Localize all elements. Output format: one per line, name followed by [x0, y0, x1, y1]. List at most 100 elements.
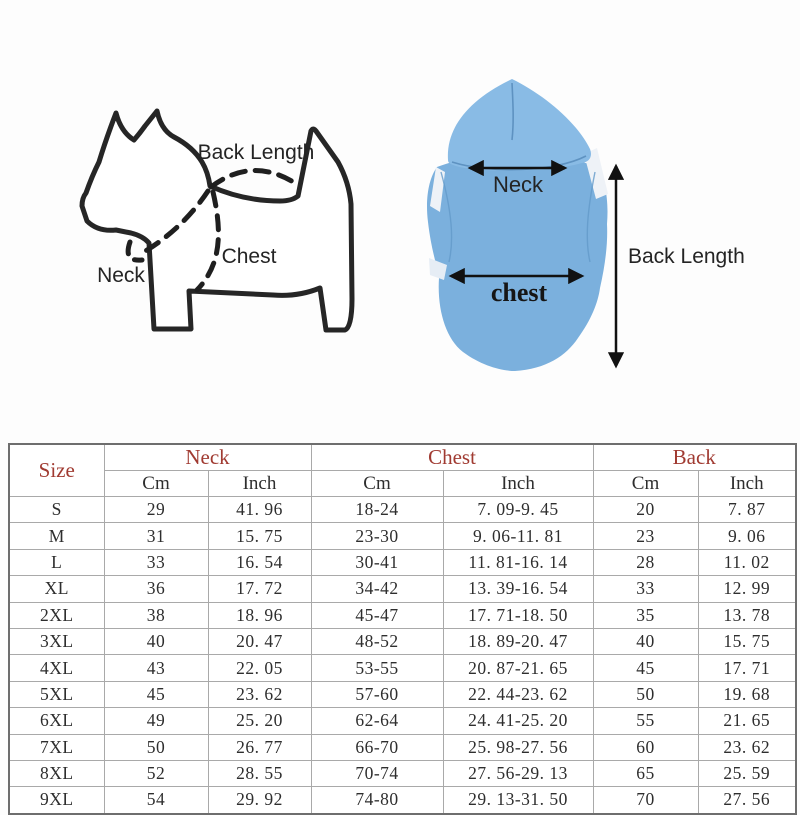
hoodie-neck-label: Neck [493, 172, 544, 197]
dog-neck-label: Neck [97, 264, 145, 287]
chest-cm-header: Cm [310, 470, 444, 497]
table-row: 3XL 40 20. 47 48-52 18. 89-20. 47 40 15.… [8, 627, 797, 656]
neck-inch-cell: 20. 47 [207, 627, 312, 656]
chest-group-header: Chest [310, 443, 594, 471]
neck-inch-cell: 29. 92 [207, 786, 312, 815]
table-row: 5XL 45 23. 62 57-60 22. 44-23. 62 50 19.… [8, 680, 797, 709]
table-row: S 29 41. 96 18-24 7. 09-9. 45 20 7. 87 [8, 495, 797, 524]
size-cell: L [8, 548, 105, 577]
chest-inch-cell: 24. 41-25. 20 [442, 707, 594, 735]
size-cell: 8XL [8, 759, 105, 788]
hoodie-right-sleeve-seam [586, 171, 596, 263]
back-inch-cell: 15. 75 [697, 627, 797, 656]
back-cm-cell: 55 [592, 707, 699, 735]
neck-inch-cell: 26. 77 [207, 733, 312, 761]
hoodie-back-length-label: Back Length [628, 245, 745, 268]
size-table: Size Neck Chest Back Cm Inch Cm Inch Cm … [8, 443, 797, 815]
size-cell: 3XL [8, 627, 105, 656]
chest-inch-cell: 17. 71-18. 50 [442, 601, 594, 629]
back-inch-cell: 11. 02 [697, 548, 797, 577]
hoodie-right-stripe [584, 148, 608, 199]
dog-neck-dashed-hook [125, 239, 145, 263]
chest-inch-cell: 11. 81-16. 14 [442, 548, 594, 577]
back-inch-cell: 13. 78 [697, 601, 797, 629]
hoodie-hood [447, 79, 592, 171]
chest-inch-cell: 22. 44-23. 62 [442, 680, 594, 709]
chest-cm-cell: 62-64 [310, 707, 444, 735]
table-row: 7XL 50 26. 77 66-70 25. 98-27. 56 60 23.… [8, 733, 797, 761]
back-cm-cell: 45 [592, 654, 699, 682]
dog-neck-dashed-line [139, 188, 211, 256]
size-cell: 9XL [8, 786, 105, 815]
neck-inch-cell: 16. 54 [207, 548, 312, 577]
back-inch-cell: 27. 56 [697, 786, 797, 815]
size-cell: 7XL [8, 733, 105, 761]
chest-inch-cell: 20. 87-21. 65 [442, 654, 594, 682]
chest-inch-cell: 9. 06-11. 81 [442, 522, 594, 550]
neck-cm-cell: 50 [103, 733, 209, 761]
hoodie-left-stripe [430, 167, 445, 212]
neck-cm-cell: 43 [103, 654, 209, 682]
chest-inch-cell: 13. 39-16. 54 [442, 575, 594, 603]
hoodie-body [427, 155, 608, 371]
dog-chest-label: Chest [222, 245, 277, 268]
dog-chest-dashed-line [194, 189, 221, 293]
table-row: 2XL 38 18. 96 45-47 17. 71-18. 50 35 13.… [8, 601, 797, 629]
back-cm-cell: 65 [592, 759, 699, 788]
neck-inch-cell: 18. 96 [207, 601, 312, 629]
back-cm-cell: 23 [592, 522, 699, 550]
back-inch-cell: 12. 99 [697, 575, 797, 603]
chest-inch-cell: 29. 13-31. 50 [442, 786, 594, 815]
neck-inch-header: Inch [207, 470, 312, 497]
back-cm-cell: 35 [592, 601, 699, 629]
neck-cm-cell: 33 [103, 548, 209, 577]
chest-cm-cell: 53-55 [310, 654, 444, 682]
back-inch-cell: 7. 87 [697, 495, 797, 524]
table-row: 9XL 54 29. 92 74-80 29. 13-31. 50 70 27.… [8, 786, 797, 815]
neck-inch-cell: 17. 72 [207, 575, 312, 603]
back-inch-cell: 21. 65 [697, 707, 797, 735]
hoodie-left-cuff [429, 258, 447, 280]
neck-cm-cell: 45 [103, 680, 209, 709]
neck-inch-cell: 28. 55 [207, 759, 312, 788]
chest-cm-cell: 74-80 [310, 786, 444, 815]
neck-cm-cell: 49 [103, 707, 209, 735]
back-inch-cell: 25. 59 [697, 759, 797, 788]
size-cell: 2XL [8, 601, 105, 629]
size-cell: S [8, 495, 105, 524]
neck-cm-cell: 31 [103, 522, 209, 550]
table-row: 8XL 52 28. 55 70-74 27. 56-29. 13 65 25.… [8, 759, 797, 788]
hoodie-hood-center-seam [511, 82, 514, 141]
neck-inch-cell: 41. 96 [207, 495, 312, 524]
size-cell: XL [8, 575, 105, 603]
chest-inch-header: Inch [442, 470, 594, 497]
back-cm-cell: 28 [592, 548, 699, 577]
back-inch-cell: 17. 71 [697, 654, 797, 682]
back-cm-cell: 60 [592, 733, 699, 761]
size-cell: 6XL [8, 707, 105, 735]
size-column-header: Size [8, 443, 105, 497]
chest-cm-cell: 30-41 [310, 548, 444, 577]
chest-inch-cell: 27. 56-29. 13 [442, 759, 594, 788]
back-inch-cell: 23. 62 [697, 733, 797, 761]
dog-back-length-dashed-line [208, 168, 301, 190]
table-row: XL 36 17. 72 34-42 13. 39-16. 54 33 12. … [8, 575, 797, 603]
back-cm-cell: 33 [592, 575, 699, 603]
chest-cm-cell: 23-30 [310, 522, 444, 550]
chest-cm-cell: 34-42 [310, 575, 444, 603]
chest-cm-cell: 18-24 [310, 495, 444, 524]
back-cm-cell: 70 [592, 786, 699, 815]
back-group-header: Back [592, 443, 797, 471]
chest-inch-cell: 7. 09-9. 45 [442, 495, 594, 524]
back-inch-cell: 19. 68 [697, 680, 797, 709]
back-cm-cell: 40 [592, 627, 699, 656]
neck-group-header: Neck [103, 443, 312, 471]
neck-inch-cell: 15. 75 [207, 522, 312, 550]
back-inch-header: Inch [697, 470, 797, 497]
back-cm-cell: 20 [592, 495, 699, 524]
size-cell: M [8, 522, 105, 550]
neck-cm-cell: 38 [103, 601, 209, 629]
chest-cm-cell: 45-47 [310, 601, 444, 629]
neck-cm-cell: 29 [103, 495, 209, 524]
chest-cm-cell: 57-60 [310, 680, 444, 709]
